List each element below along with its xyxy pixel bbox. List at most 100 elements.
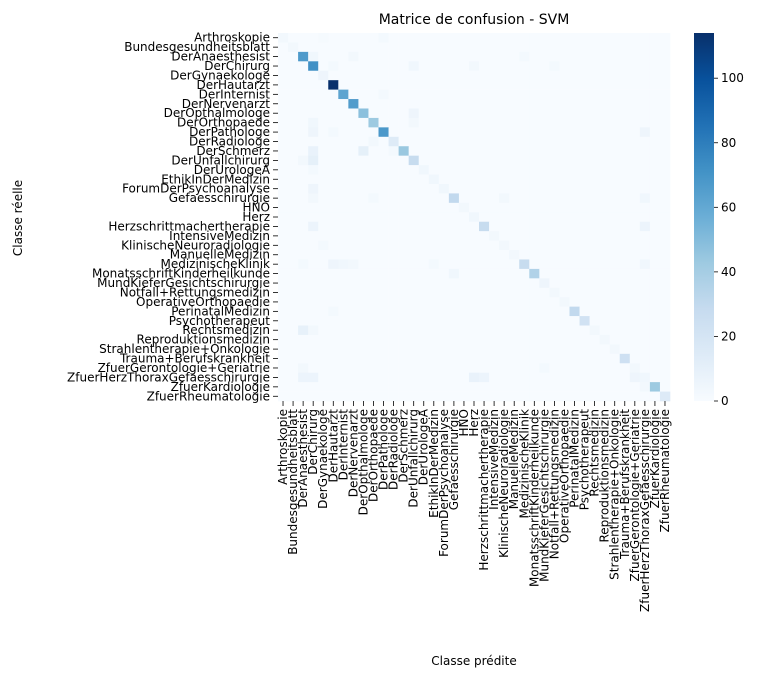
heatmap-cell (579, 165, 590, 175)
heatmap-cell (659, 117, 671, 128)
heatmap-cell (659, 344, 671, 355)
heatmap-cell (348, 231, 359, 241)
heatmap-cell (458, 278, 470, 289)
heatmap-cell (438, 89, 450, 100)
heatmap-cell (398, 240, 409, 251)
heatmap-cell (418, 372, 430, 383)
heatmap-cell (629, 183, 641, 194)
heatmap-cell (629, 61, 641, 72)
x-tick-label: OperativeOrthopaedie (557, 409, 571, 543)
heatmap-cell (519, 51, 530, 62)
heatmap-cell (278, 42, 289, 53)
heatmap-cell (539, 33, 550, 43)
heatmap-cell (348, 382, 359, 392)
heatmap-cell (338, 297, 349, 307)
heatmap-cell (599, 136, 610, 147)
heatmap-cell (408, 42, 420, 53)
heatmap-cell (569, 306, 580, 317)
heatmap-cell (418, 193, 430, 204)
heatmap-cell (599, 287, 610, 298)
heatmap-cell (308, 334, 319, 345)
heatmap-cell (619, 146, 631, 156)
heatmap-cell (639, 70, 651, 81)
heatmap-cell (569, 316, 580, 326)
heatmap-cell (579, 268, 590, 279)
heatmap-cell (298, 99, 309, 109)
heatmap-cell (569, 240, 580, 251)
heatmap-cell (458, 325, 470, 336)
heatmap-cell (519, 155, 530, 166)
x-tick-label: MundKieferGesichtschirurgie (537, 409, 551, 582)
heatmap-cell (468, 240, 480, 251)
heatmap-cell (549, 42, 560, 53)
heatmap-cell (298, 363, 309, 373)
heatmap-cell (438, 183, 450, 194)
heatmap-cell (619, 221, 631, 232)
heatmap-cell (649, 174, 661, 185)
heatmap-cell (398, 268, 409, 279)
x-tick-label: EthikInDerMedizin (427, 409, 441, 518)
heatmap-cell (549, 259, 560, 270)
heatmap-cell (599, 165, 610, 175)
heatmap-cell (418, 278, 430, 289)
heatmap-cell (479, 61, 490, 72)
heatmap-cell (519, 372, 530, 383)
heatmap-cell (569, 372, 580, 383)
heatmap-cell (448, 391, 460, 402)
heatmap-cell (549, 287, 560, 298)
heatmap-cell (659, 391, 671, 402)
heatmap-cell (579, 250, 590, 260)
heatmap-cell (318, 259, 329, 270)
heatmap-cell (468, 287, 480, 298)
y-tick-label: Trauma+Berufskrankheit (119, 352, 270, 366)
heatmap-cell (559, 231, 570, 241)
heatmap-cell (509, 231, 520, 241)
heatmap-cell (368, 117, 379, 128)
heatmap-cell (388, 193, 399, 204)
heatmap-cell (338, 353, 349, 364)
heatmap-cell (458, 391, 470, 402)
heatmap-cell (428, 61, 440, 72)
heatmap-cell (418, 268, 430, 279)
heatmap-cell (599, 306, 610, 317)
heatmap-cell (278, 155, 289, 166)
heatmap-cell (418, 391, 430, 402)
heatmap-cell (589, 240, 600, 251)
heatmap-cell (458, 259, 470, 270)
heatmap-cell (398, 202, 409, 213)
heatmap-cell (499, 259, 510, 270)
heatmap-cell (378, 99, 389, 109)
heatmap-cell (499, 89, 510, 100)
heatmap-cell (438, 325, 450, 336)
heatmap-cell (629, 325, 641, 336)
heatmap-cell (649, 259, 661, 270)
heatmap-cell (629, 268, 641, 279)
heatmap-cell (649, 99, 661, 109)
heatmap-cell (539, 127, 550, 138)
heatmap-cell (589, 183, 600, 194)
heatmap-cell (408, 80, 420, 90)
x-tick-label: DerOpthalmologe (356, 409, 370, 515)
heatmap-cell (539, 240, 550, 251)
heatmap-cell (468, 363, 480, 373)
heatmap-cell (308, 193, 319, 204)
heatmap-cell (348, 353, 359, 364)
heatmap-cell (629, 155, 641, 166)
heatmap-cell (318, 231, 329, 241)
heatmap-cell (298, 33, 309, 43)
heatmap-cell (378, 127, 389, 138)
heatmap-cell (659, 146, 671, 156)
heatmap-cell (358, 372, 369, 383)
heatmap-cell (288, 61, 299, 72)
heatmap-cell (539, 353, 550, 364)
colorbar-tick-label: 60 (721, 200, 736, 214)
heatmap-cell (539, 51, 550, 62)
heatmap-cell (599, 240, 610, 251)
heatmap-cell (619, 231, 631, 241)
heatmap-cell (599, 70, 610, 81)
heatmap-cell (629, 42, 641, 53)
heatmap-cell (378, 202, 389, 213)
heatmap-cell (569, 391, 580, 402)
heatmap-cell (549, 165, 560, 175)
heatmap-cell (539, 325, 550, 336)
